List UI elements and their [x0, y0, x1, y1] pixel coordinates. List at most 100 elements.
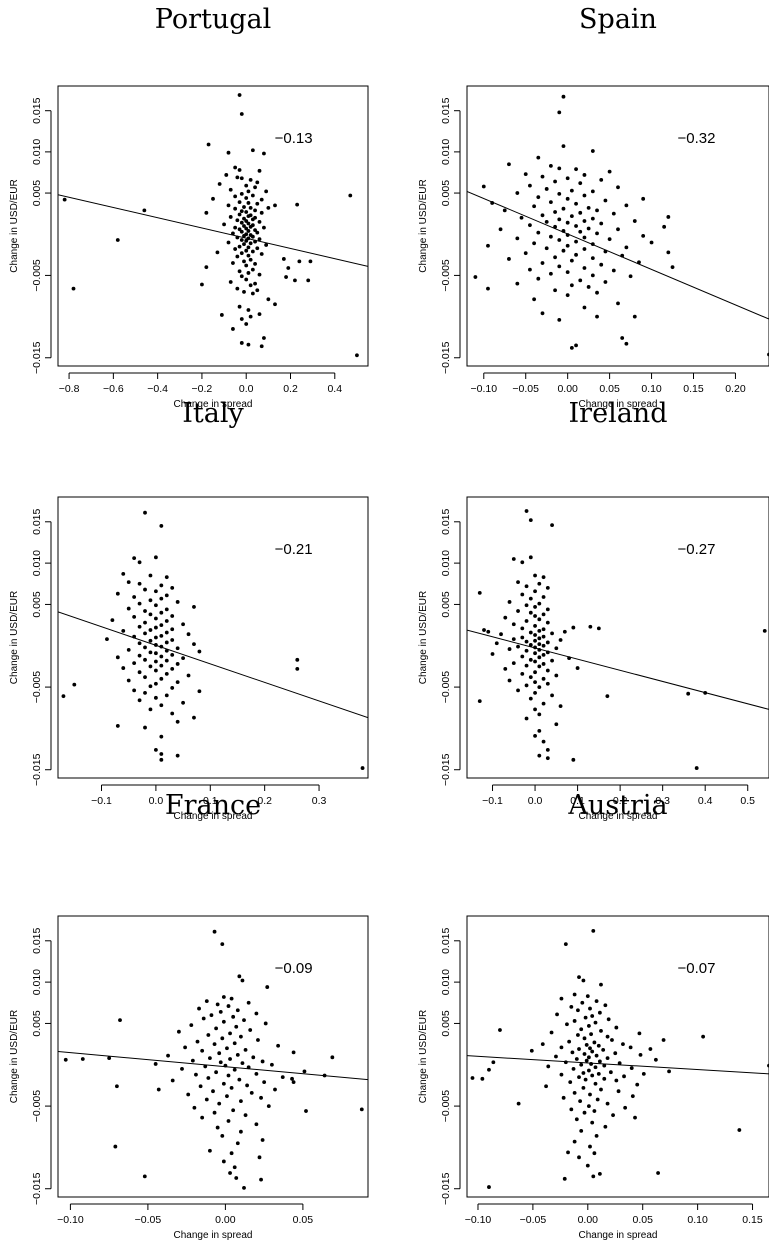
data-point [200, 1048, 205, 1053]
data-point [605, 1034, 610, 1039]
data-point [568, 1080, 573, 1085]
data-point [590, 256, 595, 261]
data-point [577, 975, 581, 980]
data-point [239, 1129, 243, 1134]
data-point [175, 680, 180, 685]
data-point [574, 224, 578, 228]
data-point [540, 261, 545, 265]
data-point [226, 150, 231, 155]
data-point [628, 1045, 633, 1050]
data-point [153, 635, 158, 640]
data-point [584, 1058, 589, 1063]
data-point [610, 1038, 614, 1042]
data-point [295, 667, 300, 671]
data-point [607, 169, 612, 174]
data-point [255, 230, 260, 235]
data-point [590, 1073, 595, 1078]
data-point [240, 978, 245, 983]
data-point [231, 261, 235, 265]
data-point [549, 1030, 554, 1035]
data-point [242, 224, 246, 228]
data-point [71, 286, 76, 291]
data-point [569, 188, 574, 193]
data-point [239, 229, 244, 234]
data-point [520, 592, 525, 597]
data-point [253, 239, 257, 244]
data-point [306, 278, 311, 283]
data-point [571, 757, 576, 762]
data-point [170, 627, 175, 632]
data-point [237, 304, 242, 309]
data-point [180, 1066, 184, 1071]
data-point [637, 260, 641, 265]
data-point [578, 1099, 583, 1104]
data-point [537, 712, 542, 717]
data-point [204, 999, 209, 1004]
data-point [304, 1109, 308, 1113]
data-point [554, 673, 559, 678]
x-tick-label: 0.15 [742, 1214, 763, 1226]
data-point [620, 253, 625, 258]
data-point [533, 707, 537, 712]
data-point [223, 1063, 228, 1068]
data-point [233, 225, 238, 230]
data-point [565, 176, 570, 181]
data-point [235, 235, 240, 240]
y-tick-label: 0.010 [440, 139, 452, 165]
data-point [250, 267, 255, 272]
data-point [143, 657, 147, 662]
data-point [605, 694, 610, 699]
data-point [246, 1000, 251, 1005]
data-point [121, 628, 126, 633]
data-point [194, 1072, 198, 1077]
data-point [239, 317, 244, 321]
data-point [540, 311, 545, 316]
data-point [229, 1151, 234, 1156]
data-point [175, 646, 180, 651]
data-point [220, 942, 225, 946]
data-point [611, 211, 616, 216]
data-point [597, 1171, 602, 1176]
data-point [637, 1031, 642, 1036]
data-point [215, 250, 220, 255]
data-point [579, 1062, 584, 1067]
data-point [118, 1018, 122, 1023]
data-point [592, 1040, 597, 1045]
data-point [630, 1094, 635, 1099]
data-point [164, 693, 169, 698]
data-point [245, 1083, 250, 1088]
x-tick-label: 0.3 [312, 795, 327, 807]
data-point [486, 286, 490, 291]
data-point [302, 1069, 307, 1074]
coefficient-annotation: −0.21 [275, 541, 313, 558]
data-point [270, 1062, 274, 1067]
data-point [656, 1171, 660, 1175]
data-point [153, 603, 158, 608]
data-point [260, 1059, 265, 1064]
data-point [532, 204, 537, 209]
data-point [701, 1034, 706, 1039]
data-point [586, 1068, 591, 1073]
data-point [204, 210, 209, 215]
data-point [507, 678, 512, 683]
data-point [273, 203, 277, 208]
data-point [256, 1038, 260, 1042]
data-point [164, 607, 169, 612]
data-point [244, 277, 249, 282]
data-point [548, 271, 553, 276]
data-point [583, 1077, 588, 1082]
data-point [254, 1011, 259, 1016]
data-point [148, 628, 153, 632]
data-point [588, 624, 593, 629]
data-point [244, 263, 249, 268]
data-point [507, 257, 511, 261]
data-point [257, 168, 262, 173]
data-point [570, 1050, 575, 1055]
data-point [528, 630, 533, 635]
data-point [577, 1047, 581, 1051]
data-point [565, 243, 570, 248]
data-point [561, 94, 566, 99]
x-tick-label: 0.00 [578, 1214, 599, 1226]
data-point [242, 289, 246, 294]
data-point [225, 1094, 229, 1099]
